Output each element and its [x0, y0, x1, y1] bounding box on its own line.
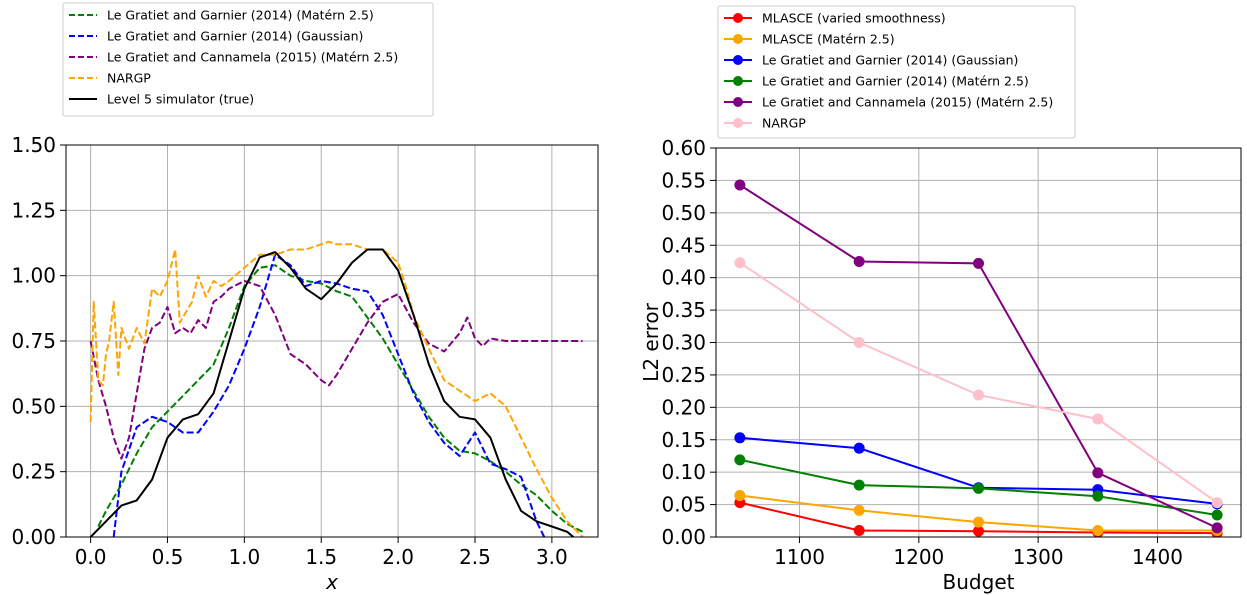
- y-tick-label: 0.25: [11, 460, 56, 484]
- legend-label: Le Gratiet and Garnier (2014) (Matérn 2.…: [762, 74, 1029, 89]
- legend-label: MLASCE (Matérn 2.5): [762, 32, 895, 47]
- data-point: [1211, 509, 1223, 521]
- legend: Le Gratiet and Garnier (2014) (Matérn 2.…: [62, 2, 434, 117]
- legend-marker: [733, 13, 743, 23]
- legend-label: Level 5 simulator (true): [107, 92, 254, 107]
- data-point: [1211, 497, 1223, 509]
- y-tick-label: 1.25: [11, 198, 56, 222]
- series-line: [89, 248, 575, 537]
- data-point: [1092, 413, 1104, 425]
- y-tick-label: 1.50: [11, 133, 56, 157]
- y-tick-label: 0.45: [661, 233, 706, 257]
- y-tick-label: 0.10: [661, 460, 706, 484]
- legend-label: MLASCE (varied smoothness): [762, 11, 946, 26]
- data-point: [1092, 525, 1104, 537]
- data-point: [734, 454, 746, 466]
- data-point: [1092, 467, 1104, 479]
- x-tick-label: 2.5: [459, 545, 491, 569]
- y-tick-label: 0.50: [11, 394, 56, 418]
- series-line: [112, 253, 546, 537]
- x-axis-label: x: [325, 570, 338, 594]
- plot-frame: [65, 144, 599, 538]
- data-point: [1211, 522, 1223, 534]
- legend-label: Le Gratiet and Cannamela (2015) (Matérn …: [107, 50, 398, 65]
- legend: MLASCE (varied smoothness) MLASCE (Matérn…: [717, 5, 1076, 139]
- x-tick-label: 1200: [893, 545, 944, 569]
- data-point: [853, 337, 865, 348]
- legend-label: Le Gratiet and Garnier (2014) (Gaussian): [107, 29, 363, 44]
- x-tick-label: 1400: [1132, 545, 1183, 569]
- data-point: [853, 442, 865, 454]
- legend-marker: [733, 118, 743, 128]
- data-point: [734, 179, 746, 191]
- legend-label: Le Gratiet and Cannamela (2015) (Matérn …: [762, 95, 1053, 110]
- y-tick-label: 0.60: [661, 136, 706, 160]
- y-tick-label: 0.00: [661, 525, 706, 549]
- series-line: [739, 184, 1218, 529]
- series-line: [97, 264, 584, 533]
- right-chart: 1100 1200 1300 1400 0.00 0.05 0.10 0.15 0.20 0.25…: [639, 5, 1242, 594]
- x-tick-label: 1.5: [305, 545, 337, 569]
- y-tick-label: 0.05: [661, 493, 706, 517]
- data-point: [734, 432, 746, 444]
- data-point: [1092, 490, 1104, 502]
- x-tick-label: 1100: [774, 545, 825, 569]
- x-tick-label: 2.0: [382, 545, 414, 569]
- y-tick-label: 0.15: [661, 428, 706, 452]
- series-line: [739, 261, 1218, 504]
- y-tick-label: 0.25: [661, 363, 706, 387]
- data-point: [973, 389, 984, 401]
- series-line: [89, 279, 583, 460]
- data-point: [973, 525, 984, 537]
- legend-label: Le Gratiet and Garnier (2014) (Gaussian): [762, 53, 1018, 68]
- y-tick-label: 0.35: [661, 298, 706, 322]
- data-point: [853, 255, 865, 267]
- y-tick-label: 0.50: [661, 201, 706, 225]
- x-tick-label: 1.0: [228, 545, 260, 569]
- legend-box: [62, 2, 434, 117]
- data-point: [973, 516, 984, 528]
- data-point: [853, 479, 865, 491]
- legend-marker: [733, 34, 743, 44]
- y-tick-label: 1.00: [11, 264, 56, 288]
- data-point: [973, 482, 984, 494]
- plot-frame: [715, 147, 1242, 538]
- x-tick-label: 1300: [1013, 545, 1064, 569]
- data-point: [853, 525, 865, 537]
- y-tick-label: 0.00: [11, 525, 56, 549]
- x-tick-label: 0.0: [75, 545, 107, 569]
- y-tick-label: 0.20: [661, 395, 706, 419]
- data-point: [734, 257, 746, 269]
- legend-marker: [733, 97, 743, 107]
- legend-marker: [733, 55, 743, 65]
- legend-label: NARGP: [107, 71, 151, 86]
- legend-marker: [733, 76, 743, 86]
- x-tick-label: 0.5: [152, 545, 184, 569]
- x-tick-label: 3.0: [536, 545, 568, 569]
- legend-label: Le Gratiet and Garnier (2014) (Matérn 2.…: [107, 8, 374, 23]
- legend-label: NARGP: [762, 116, 806, 131]
- legend-box: [717, 5, 1076, 139]
- y-tick-label: 0.30: [661, 331, 706, 355]
- left-chart: 0.0 0.5 1.0 1.5 2.0 2.5 3.0 0.00 0.25 0.50 0.75 1.0…: [11, 2, 599, 594]
- y-tick-label: 0.40: [661, 266, 706, 290]
- y-tick-label: 0.55: [661, 168, 706, 192]
- y-axis-label: L2 error: [639, 302, 663, 381]
- data-point: [734, 490, 746, 502]
- series-line: [89, 240, 584, 537]
- series-group: [734, 179, 1223, 537]
- series-group: [89, 240, 584, 537]
- data-point: [853, 504, 865, 516]
- y-tick-label: 0.75: [11, 329, 56, 353]
- data-point: [973, 257, 984, 269]
- x-axis-label: Budget: [943, 570, 1015, 594]
